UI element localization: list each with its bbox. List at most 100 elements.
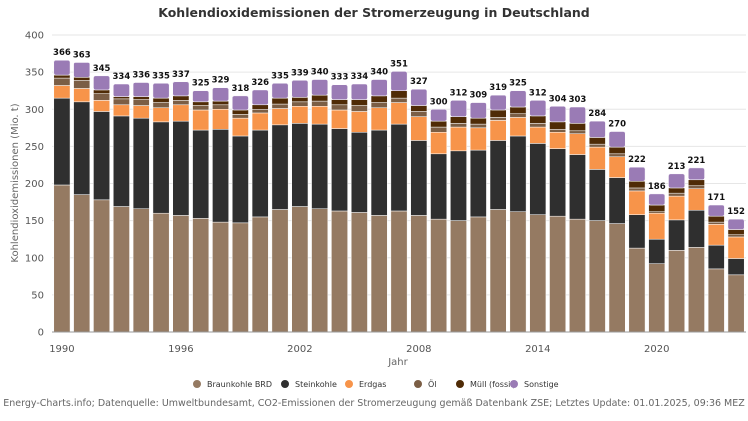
bar-stack-2003 (311, 79, 329, 333)
bar-segment (331, 128, 348, 212)
bar-segment (53, 59, 71, 76)
bar-segment (172, 104, 190, 122)
bar-segment (668, 173, 685, 189)
bar-stack-1993 (113, 83, 130, 333)
bar-segment (390, 90, 408, 99)
data-label: 334 (113, 72, 131, 82)
bar-segment (569, 106, 586, 124)
data-label: 221 (688, 156, 706, 166)
bar-stack-2023 (707, 204, 725, 333)
bar-segment (688, 179, 705, 186)
bar-segment (370, 107, 388, 131)
bar-segment (489, 209, 507, 333)
bar-segment (231, 114, 249, 119)
bar-stack-2004 (331, 84, 348, 333)
bar-segment (192, 90, 210, 103)
bar-segment (668, 219, 685, 251)
bar-segment (450, 100, 467, 117)
legend-item: Erdgas (345, 380, 386, 389)
bar-segment (549, 148, 567, 217)
data-label: 363 (73, 50, 91, 60)
bar-segment (390, 102, 408, 125)
bar-segment (231, 135, 249, 224)
bar-segment (668, 195, 685, 221)
bar-segment (231, 117, 249, 137)
bar-segment (271, 83, 289, 99)
bar-stack-2008 (410, 88, 428, 333)
data-label: 325 (509, 79, 527, 89)
bar-segment (370, 79, 388, 97)
bar-segment (132, 82, 150, 97)
bar-segment (113, 96, 130, 100)
bar-segment (73, 194, 91, 333)
bar-segment (231, 222, 249, 333)
y-tick-label: 350 (25, 68, 44, 79)
x-tick-label: 2008 (406, 344, 431, 355)
data-label: 333 (331, 73, 349, 83)
bar-segment (152, 107, 170, 123)
bar-segment (450, 123, 467, 128)
legend-marker (281, 380, 289, 388)
data-label: 334 (350, 72, 368, 82)
bar-stack-2018 (608, 131, 626, 333)
bar-segment (588, 137, 606, 145)
bar-stack-2022 (688, 167, 705, 333)
bar-segment (549, 132, 567, 149)
bar-segment (529, 126, 547, 144)
bar-segment (628, 190, 646, 215)
bar-segment (410, 88, 428, 106)
bar-segment (271, 209, 289, 333)
bar-segment (648, 193, 666, 206)
bar-segment (628, 247, 646, 333)
bar-segment (430, 218, 448, 333)
y-axis-title: Kohlendioxidemissionen (Mio. t) (10, 103, 21, 262)
y-tick-label: 400 (25, 31, 44, 42)
bars (53, 59, 745, 333)
x-axis-title: Jahr (387, 357, 408, 368)
bar-segment (668, 192, 685, 197)
bar-stack-1999 (231, 95, 249, 333)
bar-segment (608, 156, 626, 178)
bar-segment (113, 115, 130, 207)
bar-segment (628, 166, 646, 182)
bar-segment (212, 221, 229, 333)
bar-segment (172, 100, 190, 106)
bar-segment (569, 218, 586, 333)
bar-segment (489, 109, 507, 118)
bar-stack-2020 (648, 193, 666, 333)
y-tick-label: 50 (31, 290, 44, 301)
data-label: 318 (231, 84, 249, 94)
bar-segment (430, 120, 448, 128)
bar-segment (608, 131, 626, 148)
bar-stack-1991 (73, 62, 91, 333)
bar-stack-2007 (390, 71, 408, 333)
bar-stack-2011 (469, 102, 487, 333)
bar-segment (450, 126, 467, 152)
legend-label: Steinkohle (295, 380, 337, 389)
data-label: 319 (489, 83, 507, 93)
bar-segment (529, 100, 547, 117)
bar-segment (132, 96, 150, 100)
bar-segment (291, 101, 309, 107)
bar-segment (350, 132, 368, 213)
bar-segment (93, 199, 110, 333)
bar-segment (271, 97, 289, 105)
legend-label: Sonstige (524, 380, 559, 389)
bar-segment (132, 208, 150, 333)
bar-segment (152, 121, 170, 214)
bar-segment (549, 106, 567, 123)
data-label: 303 (569, 95, 587, 105)
data-label: 337 (172, 70, 190, 80)
bar-segment (53, 85, 71, 99)
bar-segment (350, 212, 368, 333)
bar-segment (291, 206, 309, 333)
data-label: 336 (132, 71, 150, 81)
bar-segment (588, 146, 606, 170)
data-label: 327 (410, 77, 428, 87)
bar-segment (450, 220, 467, 333)
bar-segment (569, 133, 586, 155)
bar-segment (331, 109, 348, 129)
legend-marker (414, 380, 422, 388)
